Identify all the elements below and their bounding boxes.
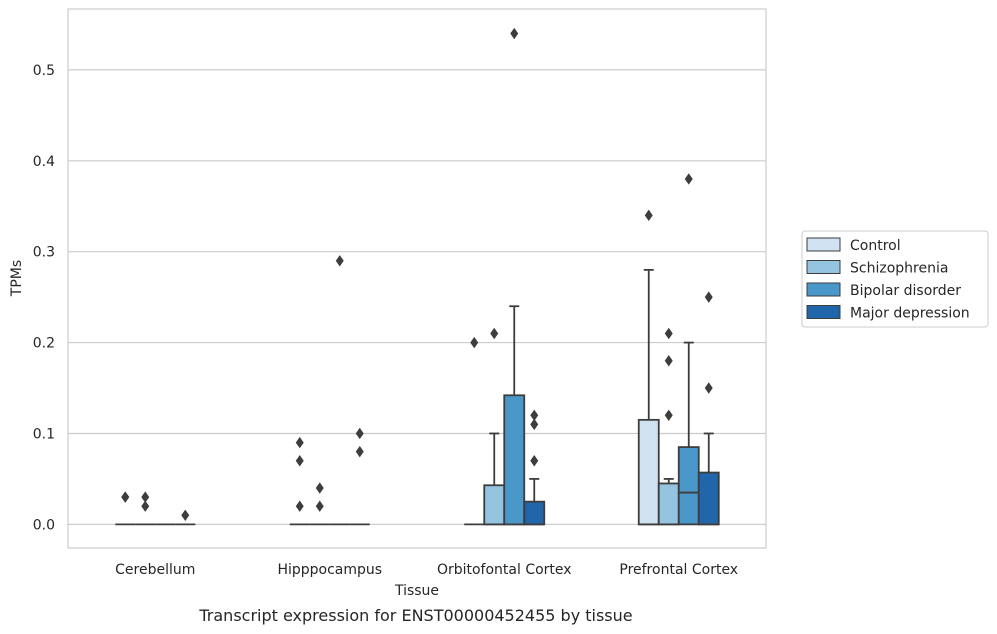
outlier-point — [664, 409, 673, 421]
x-tick-label: Prefrontal Cortex — [619, 562, 738, 578]
plot-boxes — [115, 27, 720, 526]
x-tick-label: Cerebellum — [115, 562, 195, 578]
legend: Control Schizophrenia Bipolar disorder Majo… — [801, 230, 989, 328]
outlier-point — [704, 291, 713, 303]
legend-swatch — [806, 237, 841, 252]
outlier-point — [355, 427, 364, 440]
outlier-point — [470, 336, 479, 349]
figure-caption: Transcript expression for ENST0000045245… — [199, 606, 633, 625]
outlier-point — [644, 209, 653, 222]
outlier-point — [181, 509, 190, 521]
x-tick-labels: Cerebellum Hipppocampus Orbitofontal Corte… — [115, 562, 738, 578]
outlier-point — [355, 445, 364, 458]
box-body — [657, 482, 680, 526]
legend-swatch — [806, 282, 841, 297]
x-tick-label: Orbitofontal Cortex — [437, 562, 572, 578]
y-tick-label: 0.1 — [33, 426, 55, 442]
box-body — [697, 471, 720, 526]
outlier-point — [530, 455, 539, 467]
outlier-point — [335, 255, 344, 267]
outlier-point — [664, 327, 673, 340]
y-tick-label: 0.2 — [33, 336, 55, 352]
legend-frame — [801, 230, 989, 328]
outlier-point — [141, 491, 150, 503]
plot-frame — [67, 8, 767, 549]
legend-label: Bipolar disorder — [850, 283, 961, 299]
y-tick-labels: 0.0 0.1 0.2 0.3 0.4 0.5 — [33, 63, 55, 533]
x-tick-label: Hipppocampus — [277, 562, 382, 578]
outlier-point — [141, 500, 150, 512]
outlier-point — [530, 418, 539, 431]
box-body — [523, 500, 546, 526]
legend-label: Schizophrenia — [850, 261, 948, 277]
box-body — [483, 484, 506, 526]
box-body — [677, 446, 700, 526]
outlier-point — [295, 436, 304, 449]
outlier-point — [295, 500, 304, 512]
y-tick-label: 0.5 — [33, 63, 55, 79]
outlier-point — [704, 382, 713, 394]
legend-label: Control — [850, 238, 901, 254]
legend-label: Major depression — [850, 306, 970, 322]
legend-swatch — [806, 305, 841, 319]
box-body — [503, 394, 526, 526]
outlier-point — [490, 327, 499, 340]
y-tick-label: 0.0 — [33, 517, 55, 533]
outlier-point — [121, 491, 130, 503]
outlier-point — [315, 482, 324, 494]
outlier-point — [530, 409, 539, 421]
y-axis-label: TPMs — [9, 260, 25, 297]
outlier-point — [315, 500, 324, 512]
outlier-point — [684, 173, 693, 185]
grid-lines — [68, 69, 766, 525]
x-axis-label: Tissue — [394, 583, 439, 599]
outlier-point — [510, 27, 519, 40]
outlier-point — [295, 455, 304, 467]
y-tick-label: 0.4 — [33, 154, 55, 170]
legend-swatch — [806, 260, 841, 274]
box-body — [637, 418, 660, 526]
y-tick-label: 0.3 — [33, 245, 55, 261]
outlier-point — [664, 355, 673, 367]
